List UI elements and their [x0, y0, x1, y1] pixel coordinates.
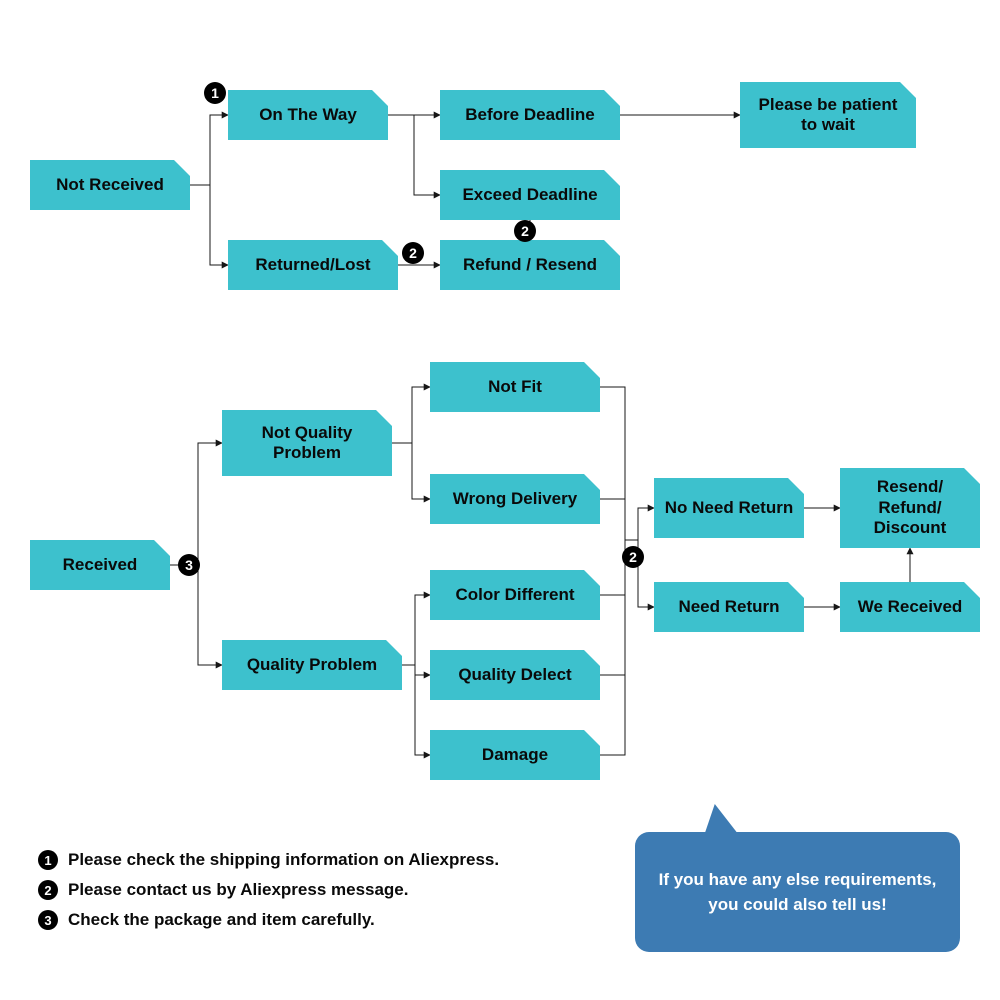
node-label: Returned/Lost — [255, 255, 370, 275]
speech-text: If you have any else requirements, you c… — [653, 867, 942, 918]
node-no_need_return: No Need Return — [654, 478, 804, 538]
legend-text-2: Please contact us by Aliexpress message. — [68, 880, 409, 900]
node-exceed_deadline: Exceed Deadline — [440, 170, 620, 220]
node-label: Quality Delect — [458, 665, 571, 685]
legend-badge-1: 1 — [38, 850, 58, 870]
node-not_received: Not Received — [30, 160, 190, 210]
legend-text-3: Check the package and item carefully. — [68, 910, 375, 930]
badge-2-1: 2 — [402, 242, 424, 264]
node-refund_resend: Refund / Resend — [440, 240, 620, 290]
node-label: Color Different — [456, 585, 575, 605]
node-label: Need Return — [678, 597, 779, 617]
node-color_diff: Color Different — [430, 570, 600, 620]
legend-badge-2: 2 — [38, 880, 58, 900]
node-patient_wait: Please be patient to wait — [740, 82, 916, 148]
node-label: Please be patient to wait — [750, 95, 906, 136]
badge-3-3: 3 — [178, 554, 200, 576]
speech-bubble: If you have any else requirements, you c… — [635, 832, 960, 952]
node-we_received: We Received — [840, 582, 980, 632]
node-on_the_way: On The Way — [228, 90, 388, 140]
badge-2-2: 2 — [514, 220, 536, 242]
legend-item-2: 2 Please contact us by Aliexpress messag… — [38, 880, 499, 900]
node-received: Received — [30, 540, 170, 590]
node-before_deadline: Before Deadline — [440, 90, 620, 140]
legend-badge-3: 3 — [38, 910, 58, 930]
legend-text-1: Please check the shipping information on… — [68, 850, 499, 870]
node-label: No Need Return — [665, 498, 793, 518]
node-quality: Quality Problem — [222, 640, 402, 690]
node-damage: Damage — [430, 730, 600, 780]
node-label: Not Received — [56, 175, 164, 195]
node-label: Refund / Resend — [463, 255, 597, 275]
node-need_return: Need Return — [654, 582, 804, 632]
legend-item-3: 3 Check the package and item carefully. — [38, 910, 499, 930]
node-label: Wrong Delivery — [453, 489, 577, 509]
legend: 1 Please check the shipping information … — [38, 850, 499, 940]
node-resend_refund: Resend/ Refund/ Discount — [840, 468, 980, 548]
node-label: Not Fit — [488, 377, 542, 397]
node-wrong_delivery: Wrong Delivery — [430, 474, 600, 524]
node-label: Damage — [482, 745, 548, 765]
node-label: Resend/ Refund/ Discount — [850, 477, 970, 538]
badge-1-0: 1 — [204, 82, 226, 104]
node-returned_lost: Returned/Lost — [228, 240, 398, 290]
node-label: Exceed Deadline — [462, 185, 597, 205]
badge-2-4: 2 — [622, 546, 644, 568]
node-not_quality: Not Quality Problem — [222, 410, 392, 476]
node-label: Received — [63, 555, 138, 575]
node-quality_defect: Quality Delect — [430, 650, 600, 700]
legend-item-1: 1 Please check the shipping information … — [38, 850, 499, 870]
node-label: Quality Problem — [247, 655, 377, 675]
node-label: Before Deadline — [465, 105, 594, 125]
node-label: We Received — [858, 597, 963, 617]
node-not_fit: Not Fit — [430, 362, 600, 412]
node-label: On The Way — [259, 105, 357, 125]
node-label: Not Quality Problem — [232, 423, 382, 464]
